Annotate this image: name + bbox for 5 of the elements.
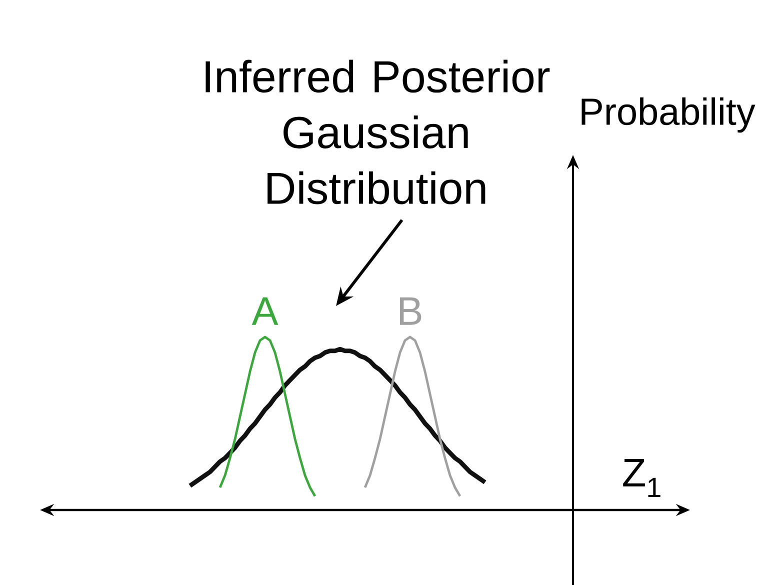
series-label: A bbox=[252, 297, 278, 325]
series-label: B bbox=[400, 297, 422, 325]
text: Inferred Posterior Gaussian Distribution bbox=[206, 60, 550, 204]
x-axis-title: Z$_{1}$ bbox=[623, 458, 660, 498]
text: Probability bbox=[582, 97, 756, 133]
